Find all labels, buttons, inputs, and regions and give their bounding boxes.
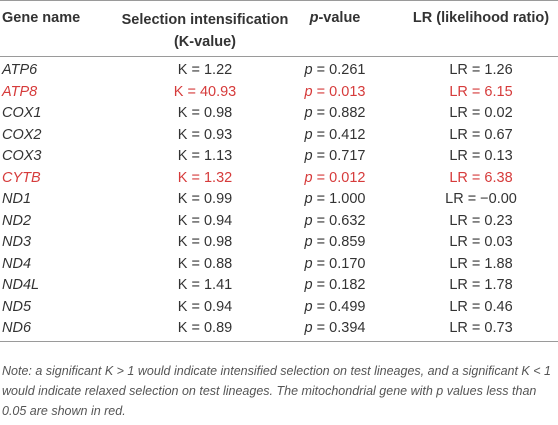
lr-value: LR = 0.67 — [449, 126, 513, 143]
k-value: K = 0.94 — [177, 212, 233, 229]
p-value: p = 0.412 — [304, 126, 366, 143]
table-note: Note: a significant K > 1 would indicate… — [2, 364, 551, 418]
k-value: K = 0.98 — [177, 234, 233, 250]
top-rule — [0, 0, 558, 1]
lr-value: LR = 0.13 — [449, 148, 513, 164]
p-value: p = 0.394 — [304, 320, 366, 336]
p-value: p = 0.882 — [304, 105, 366, 121]
k-value: K = 40.93 — [173, 83, 237, 100]
header-cell: p-value — [309, 10, 361, 26]
lr-value: LR = 6.15 — [449, 83, 513, 100]
header-rule — [0, 56, 558, 57]
p-value: p = 0.182 — [304, 277, 366, 293]
header-cell: LR (likelihood ratio) — [412, 10, 550, 26]
gene-name: ND4 — [2, 255, 32, 272]
p-value: p = 0.170 — [304, 255, 366, 272]
lr-value: LR = −0.00 — [445, 191, 517, 207]
lr-value: LR = 0.23 — [449, 212, 513, 229]
p-value: p = 0.261 — [304, 62, 366, 78]
gene-name: ND1 — [2, 191, 32, 207]
p-value: p = 0.013 — [304, 83, 366, 100]
gene-name: CYTB — [2, 169, 41, 186]
gene-name: ND3 — [2, 234, 32, 250]
gene-name: COX1 — [2, 105, 42, 121]
gene-name: ATP6 — [2, 62, 38, 78]
k-value: K = 1.13 — [177, 148, 233, 164]
k-value: K = 0.99 — [177, 191, 233, 207]
gene-name: ND2 — [2, 212, 32, 229]
lr-value: LR = 0.02 — [449, 105, 513, 121]
gene-name: ND4L — [2, 277, 40, 293]
lr-value: LR = 1.88 — [449, 255, 513, 272]
lr-value: LR = 1.78 — [449, 277, 513, 293]
gene-name: COX3 — [2, 148, 42, 164]
header-cell: Gene name — [2, 10, 81, 26]
lr-value: LR = 1.26 — [449, 62, 513, 78]
k-value: K = 0.93 — [177, 126, 233, 143]
p-value: p = 0.012 — [304, 169, 366, 186]
p-value: p = 0.632 — [304, 212, 366, 229]
lr-value: LR = 0.73 — [449, 320, 513, 336]
p-value: p = 0.499 — [304, 298, 366, 315]
p-value: p = 0.859 — [304, 234, 366, 250]
gene-name: ND6 — [2, 320, 32, 336]
lr-value: LR = 0.03 — [449, 234, 513, 250]
k-value: K = 0.89 — [177, 320, 233, 336]
k-value: K = 1.22 — [177, 62, 233, 78]
k-value: K = 0.94 — [177, 298, 233, 315]
gene-name: ND5 — [2, 298, 32, 315]
bottom-rule — [0, 341, 558, 342]
lr-value: LR = 6.38 — [449, 169, 513, 186]
gene-name: COX2 — [2, 126, 42, 143]
k-value: K = 0.98 — [177, 105, 233, 121]
gene-name: ATP8 — [2, 83, 38, 100]
lr-value: LR = 0.46 — [449, 298, 513, 315]
k-value: K = 0.88 — [177, 255, 233, 272]
header-cell: Selection intensification (K-value) — [121, 12, 289, 50]
p-value: p = 0.717 — [304, 148, 366, 164]
k-value: K = 1.32 — [177, 169, 233, 186]
k-value: K = 1.41 — [177, 277, 233, 293]
p-value: p = 1.000 — [304, 191, 366, 207]
